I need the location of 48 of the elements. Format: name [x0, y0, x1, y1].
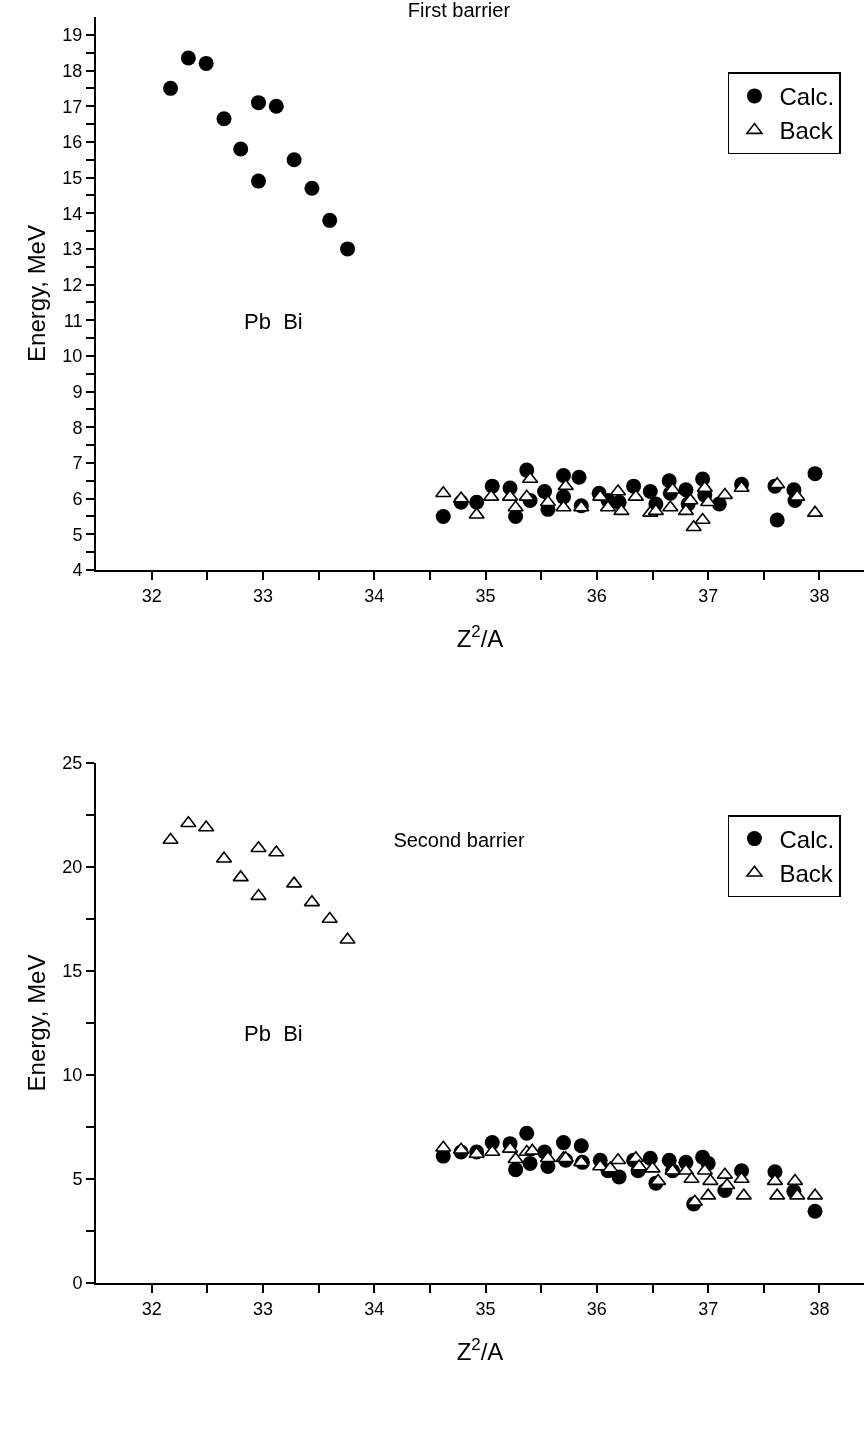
y-tick-label: 7 — [72, 453, 83, 474]
y-tick-label: 5 — [72, 1169, 83, 1190]
legend-label: Calc. — [779, 83, 835, 111]
x-tick-label: 36 — [586, 1298, 607, 1319]
x-axis-title: Z$^{2}$/A — [456, 622, 504, 653]
y-tick-label: 15 — [62, 167, 83, 188]
x-tick-label: 33 — [252, 1298, 273, 1319]
y-tick-label: 10 — [62, 346, 83, 367]
y-tick-label: 15 — [62, 961, 83, 982]
y-tick-label: 11 — [63, 310, 83, 331]
annotation: Pb Bi — [244, 309, 303, 334]
y-tick-label: 0 — [72, 1273, 83, 1294]
x-tick-label: 36 — [586, 585, 607, 606]
text: Second barrier — [393, 829, 525, 852]
y-tick-label: 13 — [62, 239, 83, 260]
x-tick-label: 37 — [698, 1298, 719, 1319]
x-tick-label: 34 — [364, 585, 385, 606]
y-tick-label: 14 — [62, 203, 83, 224]
x-tick-label: 33 — [252, 585, 273, 606]
y-axis-title: Energy, MeV — [22, 225, 50, 362]
y-tick-label: 4 — [72, 560, 83, 581]
y-tick-label: 16 — [62, 132, 83, 153]
y-tick-label: 5 — [72, 524, 83, 545]
legend-label: Calc. — [779, 825, 835, 853]
y-tick-label: 12 — [62, 274, 83, 295]
y-tick-label: 10 — [62, 1065, 83, 1086]
y-tick-label: 25 — [62, 753, 83, 774]
x-tick-label: 32 — [141, 1298, 162, 1319]
annotation: Pb Bi — [244, 1021, 303, 1046]
x-tick-label: 34 — [364, 1298, 385, 1319]
legend-label: Back — [779, 860, 834, 888]
x-tick-label: 38 — [809, 585, 830, 606]
x-tick-label: 35 — [475, 1298, 496, 1319]
y-tick-label: 17 — [62, 96, 83, 117]
x-axis-title: Z$^{2}$/A — [456, 1335, 504, 1366]
x-tick-label: 32 — [141, 585, 162, 606]
x-tick-label: 37 — [698, 585, 719, 606]
y-tick-label: 18 — [62, 60, 83, 81]
chart-title: First barrier — [407, 0, 511, 21]
x-tick-label: 38 — [809, 1298, 830, 1319]
y-tick-label: 20 — [62, 857, 83, 878]
y-tick-label: 8 — [72, 417, 83, 438]
y-tick-label: 19 — [62, 25, 83, 46]
legend-label: Back — [779, 117, 834, 145]
y-axis-title: Energy, MeV — [22, 954, 50, 1092]
x-tick-label: 35 — [475, 585, 496, 606]
y-tick-label: 6 — [72, 488, 83, 509]
y-tick-label: 9 — [72, 381, 83, 402]
